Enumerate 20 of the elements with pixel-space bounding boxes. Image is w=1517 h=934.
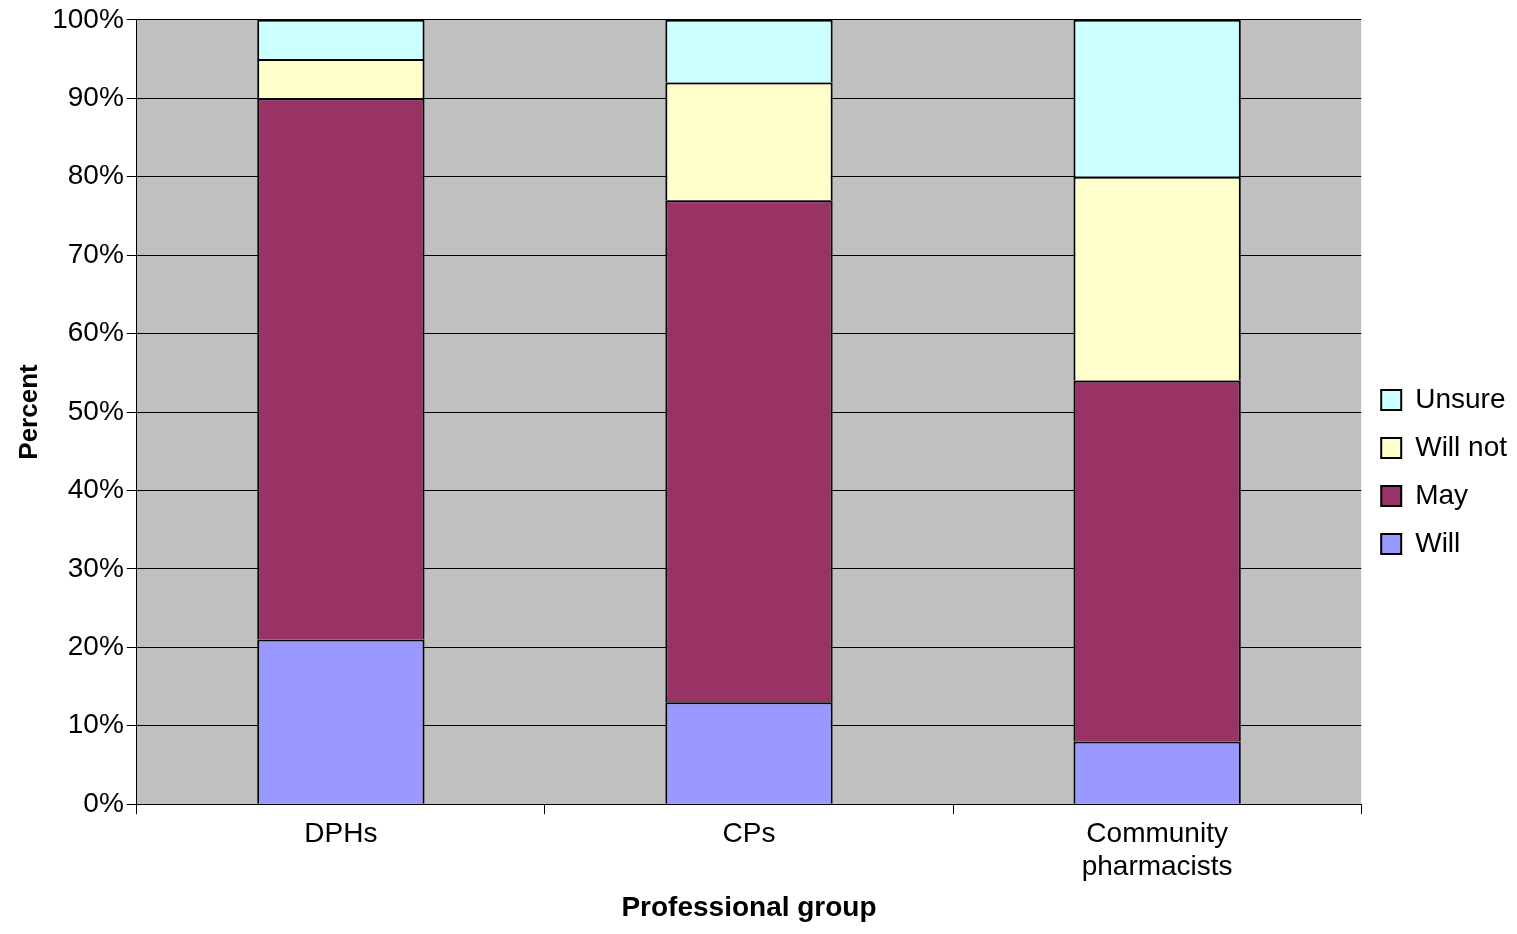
y-tick-label: 70% [67,237,124,269]
y-tick-label: 30% [67,551,124,583]
y-tick-label: 100% [52,2,124,34]
y-tick-label: 0% [83,786,124,818]
x-tick-label: DPHs [304,816,378,848]
x-axis-title: Professional group [621,890,877,922]
x-tick-label: Community pharmacists [1081,816,1233,882]
y-tick-label: 80% [67,159,124,191]
y-tick-label: 90% [67,80,124,112]
legend-label: Unsure [1415,382,1506,414]
y-tick-label: 40% [67,473,124,505]
x-tick-label: CPs [722,816,776,848]
y-axis-title: Percent [12,363,43,460]
y-tick-label: 50% [67,394,124,426]
y-tick-label: 60% [67,316,124,348]
y-tick-label: 20% [67,630,124,662]
y-tick-label: 10% [67,708,124,740]
legend-label: Will not [1415,430,1508,462]
legend-label: May [1415,478,1469,510]
legend-label: Will [1415,526,1461,558]
